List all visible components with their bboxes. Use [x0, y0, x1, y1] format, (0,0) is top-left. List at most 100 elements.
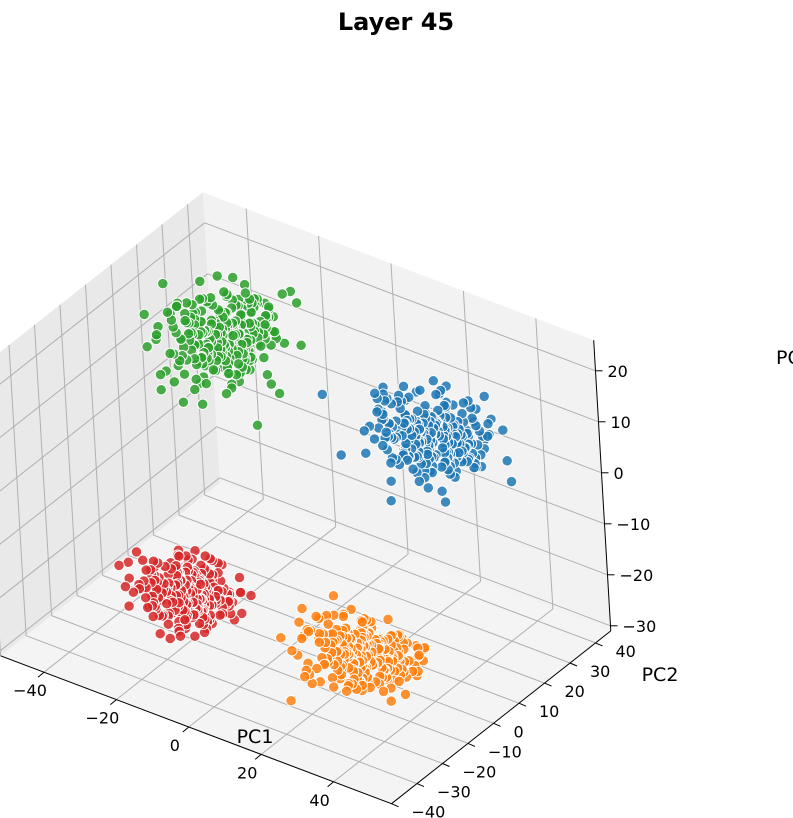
- x-tick-mark: [254, 754, 262, 760]
- data-point: [380, 426, 392, 438]
- data-point: [140, 564, 152, 576]
- data-point: [142, 601, 154, 614]
- data-point: [265, 378, 277, 390]
- data-point: [218, 286, 230, 298]
- data-point: [211, 270, 223, 282]
- y-tick-label: −20: [463, 763, 497, 782]
- data-point: [368, 433, 381, 445]
- data-point: [168, 376, 180, 388]
- y-tick-label: −10: [488, 742, 522, 761]
- gridline-z: [204, 222, 596, 372]
- y-tick-label: 20: [565, 682, 585, 701]
- data-point: [296, 632, 308, 645]
- data-point: [397, 380, 410, 393]
- data-point: [335, 449, 347, 461]
- y-tick-mark: [391, 803, 399, 808]
- data-point: [179, 614, 191, 626]
- data-point: [478, 390, 490, 403]
- data-point: [179, 315, 191, 327]
- data-point: [154, 628, 166, 640]
- data-point: [245, 589, 257, 602]
- z-tick-label: 20: [608, 362, 628, 381]
- data-point: [501, 455, 513, 467]
- y-axis-line: [391, 630, 612, 805]
- data-point: [147, 610, 159, 623]
- data-point: [385, 457, 397, 469]
- data-point: [385, 695, 397, 707]
- data-point: [220, 388, 233, 400]
- data-point: [482, 418, 494, 430]
- data-point: [413, 649, 425, 661]
- x-tick-mark: [182, 726, 190, 733]
- y-tick-mark: [518, 702, 527, 707]
- data-point: [199, 550, 211, 562]
- data-point: [157, 277, 169, 290]
- data-point: [439, 496, 452, 508]
- x-tick-label: 20: [237, 763, 257, 782]
- data-point: [137, 554, 149, 566]
- data-point: [161, 306, 174, 318]
- data-point: [113, 559, 125, 572]
- gridline-z: [219, 477, 611, 627]
- data-point: [227, 271, 239, 284]
- x-tick-label: −40: [13, 681, 47, 700]
- chart-title: Layer 45: [338, 8, 454, 36]
- data-point: [285, 695, 297, 707]
- y-tick-label: −40: [412, 803, 446, 818]
- data-point: [414, 384, 426, 396]
- data-point: [273, 387, 286, 400]
- data-point: [223, 367, 235, 380]
- gridline-z: [0, 477, 220, 652]
- data-point: [328, 681, 340, 693]
- data-point: [138, 308, 150, 321]
- data-point: [337, 610, 349, 623]
- data-point: [193, 617, 206, 630]
- x-tick-mark: [110, 699, 117, 705]
- data-point: [385, 475, 397, 487]
- data-point: [407, 463, 419, 475]
- data-point: [377, 439, 389, 452]
- data-point: [174, 630, 187, 642]
- gridline-y: [25, 635, 418, 785]
- data-point: [430, 388, 442, 401]
- data-point: [190, 373, 202, 385]
- gridline-z: [0, 375, 214, 545]
- data-point: [251, 419, 264, 431]
- data-point: [482, 430, 494, 442]
- y-tick-mark: [416, 783, 425, 788]
- gridline-y: [8, 344, 27, 636]
- gridline-y: [136, 244, 155, 536]
- y-tick-label: −30: [437, 783, 471, 802]
- data-point: [161, 598, 173, 610]
- data-point: [286, 645, 298, 657]
- data-point: [162, 618, 174, 630]
- gridline-y: [34, 324, 53, 616]
- y-tick-label: 0: [514, 722, 524, 741]
- data-point: [313, 636, 325, 648]
- data-point: [197, 398, 209, 410]
- data-points: [113, 270, 518, 707]
- y-tick-mark: [442, 763, 450, 767]
- data-point: [427, 375, 439, 387]
- x-axis-label: PC1: [237, 726, 274, 748]
- x-tick-mark: [37, 671, 45, 678]
- data-point: [189, 630, 201, 642]
- gridline-y: [51, 615, 443, 764]
- data-point: [385, 495, 397, 507]
- gridline-z: [0, 273, 208, 439]
- axis-lines: [0, 340, 618, 808]
- data-point: [127, 586, 140, 598]
- data-point: [505, 475, 518, 488]
- x-tick-label: −20: [86, 709, 120, 728]
- gridline-x: [318, 235, 337, 527]
- data-point: [227, 329, 239, 342]
- data-point: [276, 288, 288, 300]
- data-point: [178, 368, 191, 380]
- z-axis-label: PC3: [776, 347, 793, 369]
- data-point: [302, 625, 315, 638]
- data-point: [234, 586, 247, 599]
- data-point: [356, 616, 368, 628]
- gridline-z: [207, 273, 599, 423]
- data-point: [123, 600, 135, 612]
